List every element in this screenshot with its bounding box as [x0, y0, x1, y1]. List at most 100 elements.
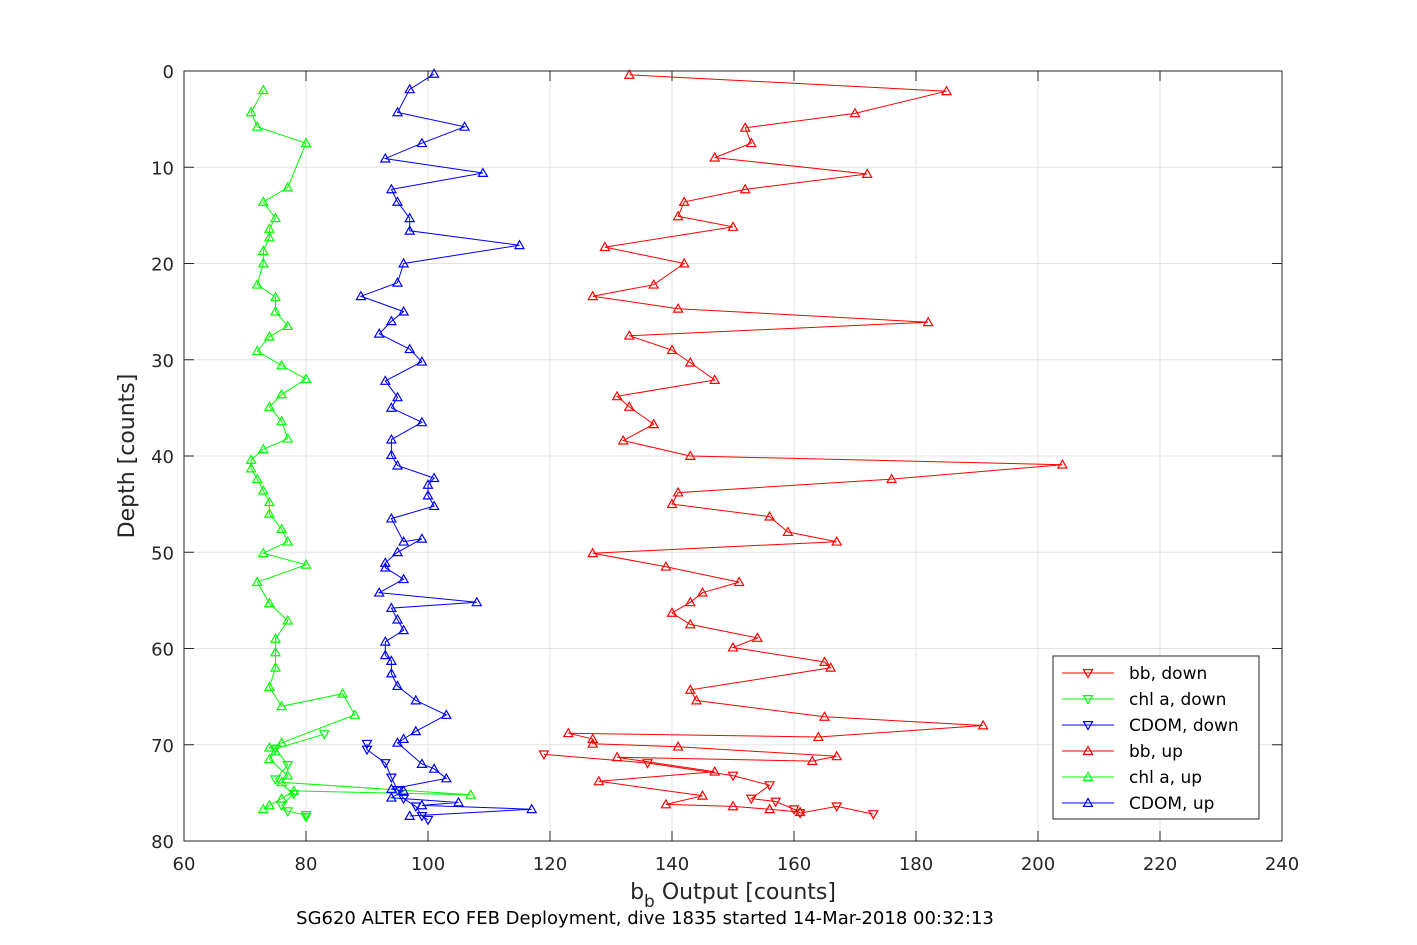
- data-point: [251, 473, 263, 484]
- y-axis-ticks: 0 10 20 30 40 50 60 70 80: [151, 62, 1282, 853]
- data-point: [666, 344, 678, 355]
- data-point: [245, 106, 257, 117]
- x-tick-label: 160: [777, 854, 811, 875]
- data-point: [391, 106, 404, 117]
- data-point: [379, 636, 391, 646]
- data-point: [440, 772, 452, 783]
- y-tick-label: 60: [151, 640, 174, 661]
- data-point: [385, 667, 397, 678]
- data-point: [263, 496, 275, 507]
- data-point: [660, 798, 672, 809]
- data-point: [361, 739, 373, 750]
- series-0: [538, 750, 879, 820]
- data-point: [391, 680, 404, 691]
- data-point: [398, 785, 410, 795]
- data-point: [794, 809, 806, 819]
- data-point: [690, 694, 702, 705]
- data-point: [806, 755, 818, 766]
- x-axis-label-main: b: [630, 880, 644, 905]
- data-point: [416, 355, 428, 366]
- data-point: [684, 356, 696, 367]
- series-layer: [245, 68, 1068, 826]
- data-point: [263, 231, 275, 242]
- data-point: [538, 750, 550, 761]
- data-point: [831, 535, 843, 546]
- data-point: [276, 388, 288, 399]
- data-point: [282, 807, 294, 817]
- data-point: [257, 196, 269, 206]
- data-point: [276, 359, 288, 370]
- data-point: [263, 799, 275, 810]
- data-point: [269, 291, 282, 302]
- data-point: [379, 561, 391, 572]
- data-point: [587, 547, 599, 558]
- data-point: [300, 811, 312, 821]
- data-point: [276, 737, 288, 747]
- x-tick-label: 100: [411, 854, 445, 875]
- data-point: [812, 731, 824, 742]
- data-point: [587, 733, 599, 743]
- data-point: [617, 434, 629, 445]
- data-point: [593, 775, 605, 786]
- data-point: [416, 416, 428, 427]
- y-tick-label: 30: [151, 351, 174, 372]
- data-point: [385, 602, 397, 613]
- data-point: [263, 681, 275, 691]
- data-point: [300, 373, 312, 383]
- data-point: [379, 759, 391, 769]
- y-tick-label: 80: [151, 832, 174, 853]
- data-point: [398, 535, 410, 546]
- series-4: [245, 84, 477, 814]
- data-point: [739, 183, 751, 194]
- data-point: [398, 573, 410, 584]
- data-point: [404, 212, 416, 223]
- data-point: [739, 122, 751, 132]
- data-point: [745, 794, 757, 805]
- legend-entry-label: CDOM, down: [1129, 716, 1239, 736]
- data-point: [684, 596, 696, 607]
- data-point: [404, 810, 416, 820]
- data-point: [282, 769, 294, 780]
- data-point: [727, 221, 739, 231]
- data-point: [398, 624, 410, 635]
- data-point: [276, 776, 288, 787]
- data-point: [269, 212, 282, 223]
- data-point: [672, 740, 684, 751]
- data-point: [404, 83, 416, 94]
- legend-marker: [1082, 745, 1094, 755]
- data-point: [385, 449, 397, 460]
- series-line: [568, 74, 1063, 813]
- data-point: [257, 547, 269, 558]
- data-point: [611, 390, 623, 401]
- y-tick-label: 40: [151, 447, 174, 468]
- data-point: [385, 402, 397, 412]
- data-point: [257, 245, 269, 255]
- data-point: [263, 223, 275, 233]
- data-point: [678, 257, 690, 268]
- data-point: [391, 196, 404, 206]
- data-point: [611, 751, 623, 762]
- data-point: [428, 500, 440, 511]
- data-point: [1056, 458, 1068, 469]
- data-point: [648, 418, 660, 429]
- data-point: [318, 730, 330, 740]
- x-tick-label: 240: [1265, 854, 1299, 875]
- data-point: [623, 69, 635, 79]
- data-point: [282, 181, 294, 192]
- data-point: [263, 753, 275, 764]
- legend-entry-label: CDOM, up: [1129, 794, 1214, 814]
- data-point: [977, 719, 989, 730]
- x-tick-label: 60: [173, 854, 196, 875]
- x-axis-label-rest: Output [counts]: [655, 880, 836, 905]
- x-tick-label: 120: [533, 854, 567, 875]
- data-point: [562, 727, 574, 738]
- data-point: [623, 401, 635, 411]
- data-point: [385, 791, 397, 802]
- data-point: [269, 775, 282, 786]
- data-point: [251, 278, 263, 289]
- data-point: [818, 656, 831, 666]
- data-point: [684, 618, 696, 629]
- data-point: [782, 526, 794, 537]
- data-point: [245, 454, 257, 464]
